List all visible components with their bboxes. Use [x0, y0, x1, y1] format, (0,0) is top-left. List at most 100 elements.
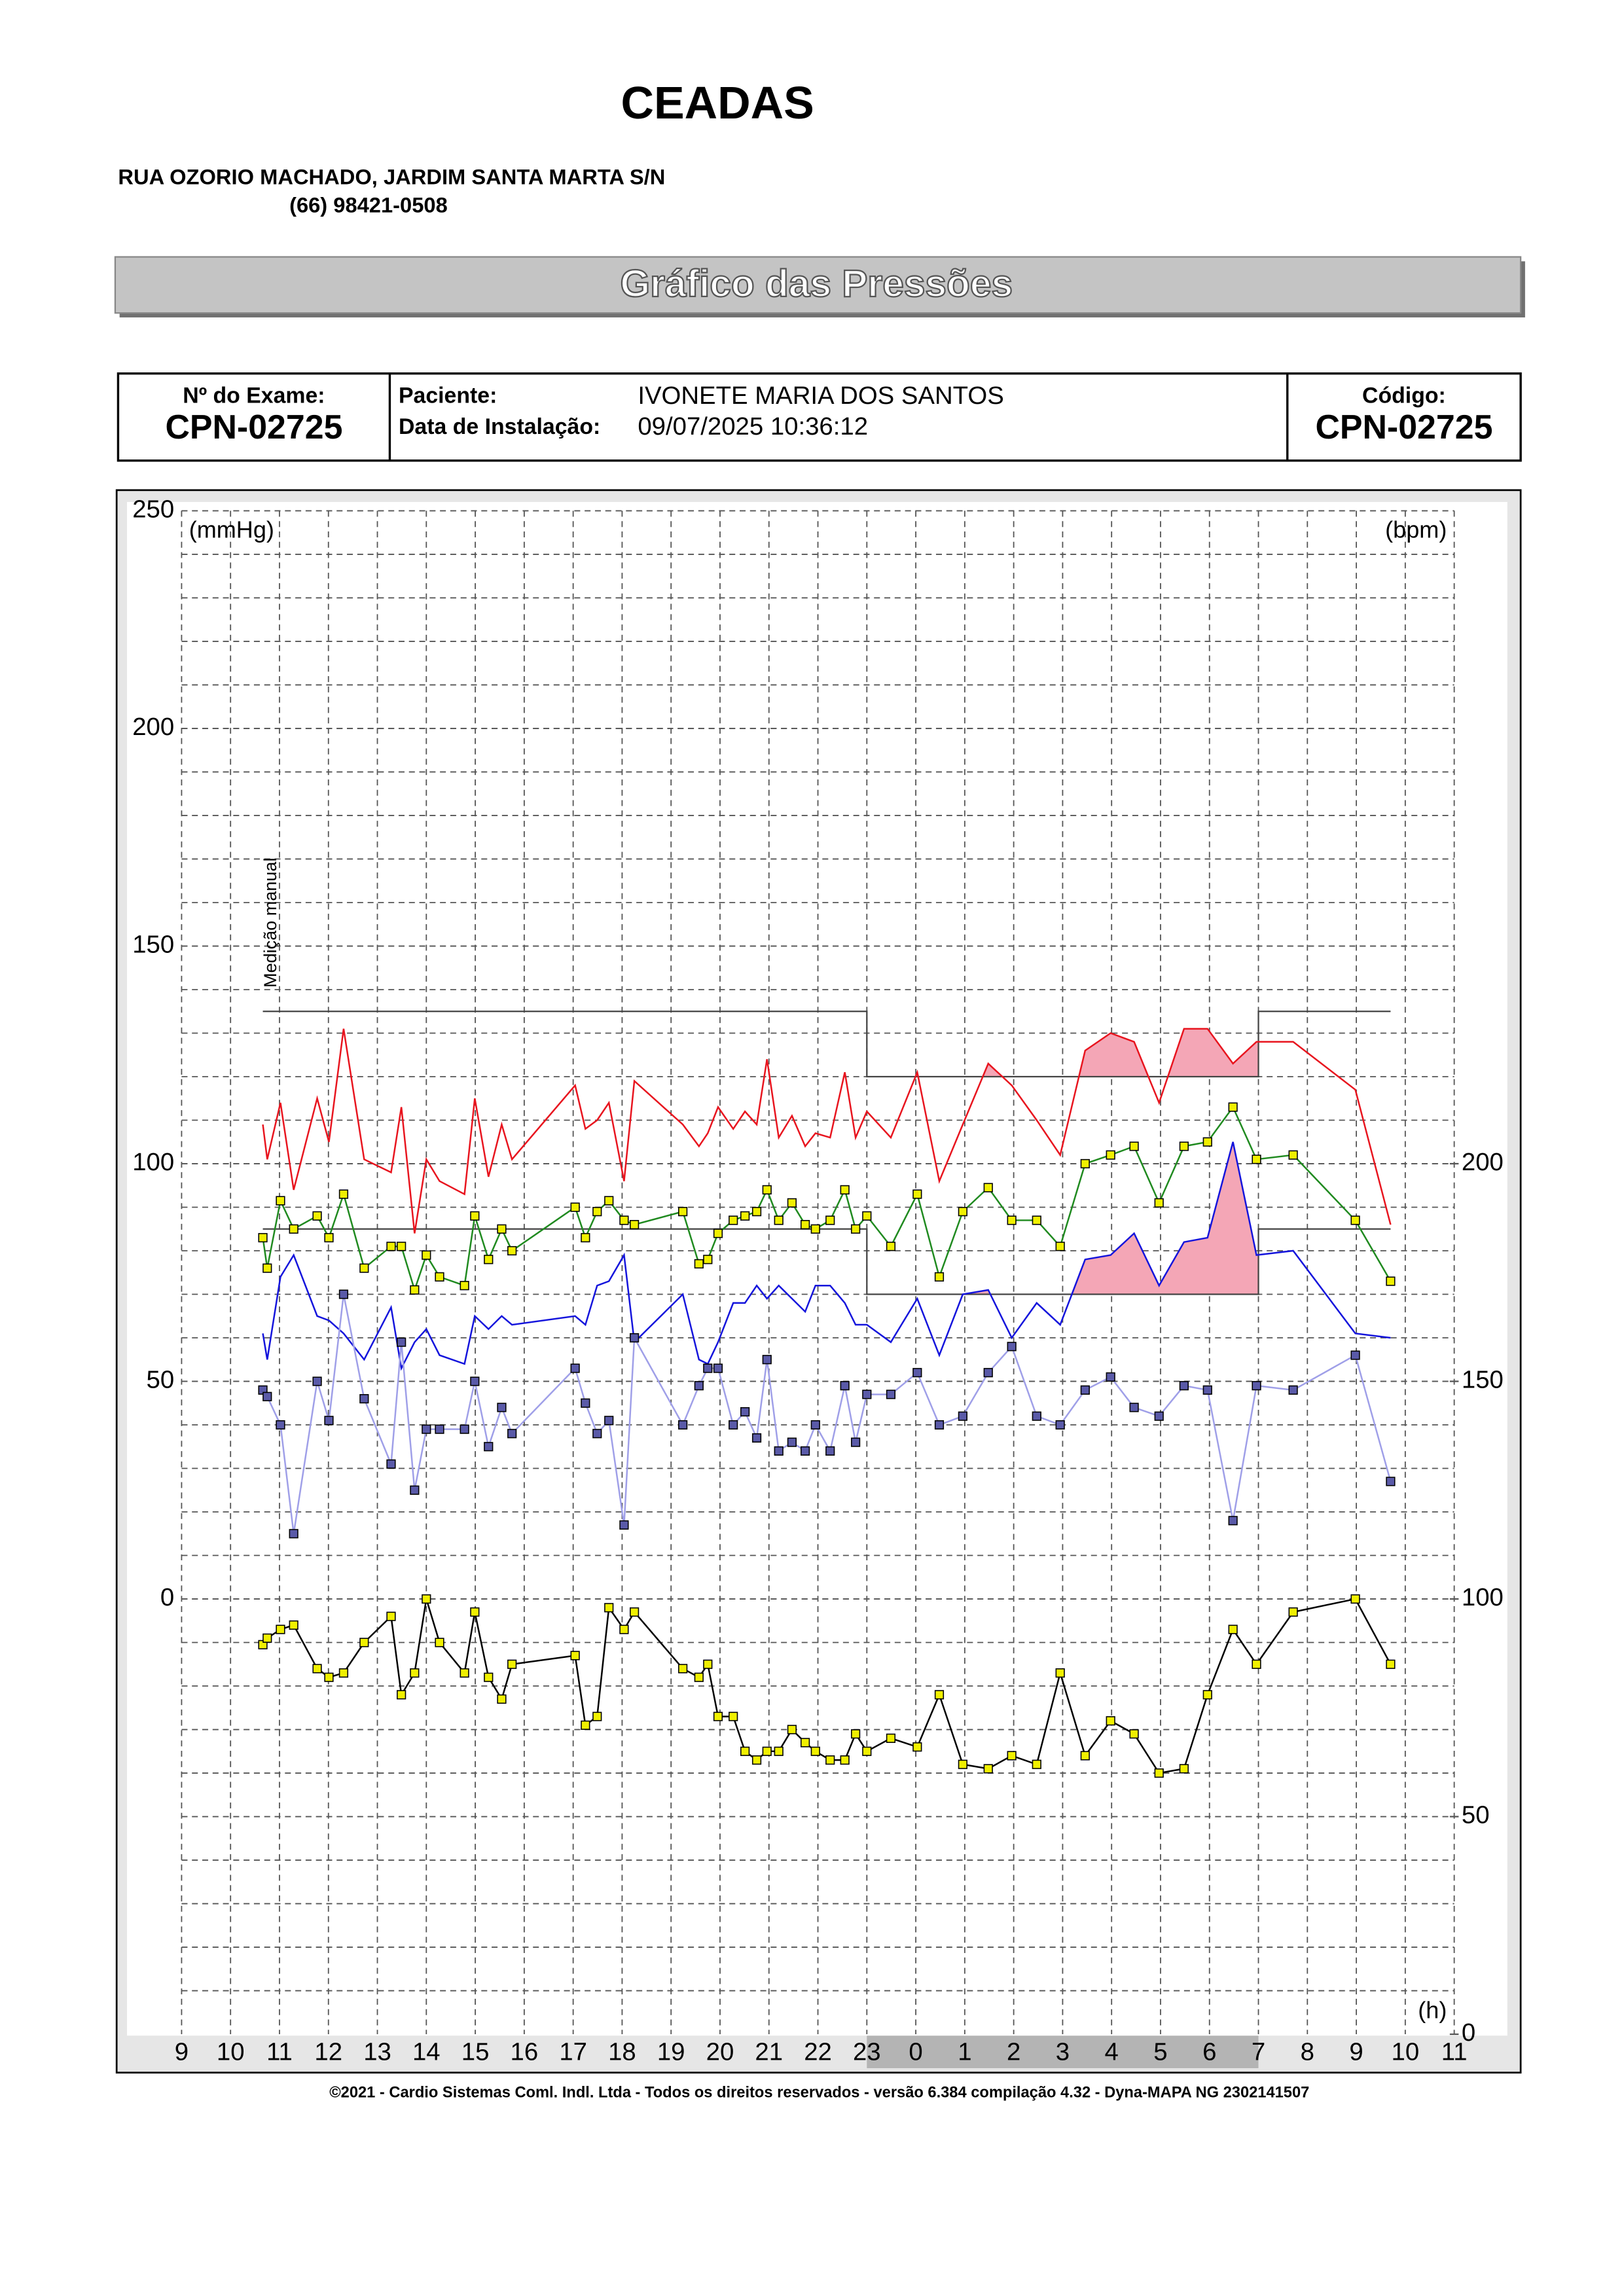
- series-marker: [762, 1185, 772, 1194]
- x-tick-label: 6: [1202, 2038, 1216, 2066]
- x-tick-label: 16: [511, 2038, 539, 2066]
- series-marker: [386, 1459, 396, 1469]
- series-marker: [740, 1746, 750, 1756]
- series-marker: [678, 1420, 688, 1430]
- x-tick-label: 4: [1105, 2038, 1119, 2066]
- series-marker: [740, 1407, 750, 1417]
- series-marker: [312, 1211, 322, 1221]
- x-axis-label: (h): [1418, 1997, 1447, 2024]
- patient-name: IVONETE MARIA DOS SANTOS: [638, 382, 1003, 410]
- series-marker: [713, 1712, 723, 1721]
- x-tick-label: 13: [363, 2038, 391, 2066]
- series-marker: [787, 1725, 797, 1734]
- series-marker: [581, 1720, 590, 1730]
- series-marker: [570, 1202, 580, 1212]
- install-date: 09/07/2025 10:36:12: [638, 412, 868, 440]
- series-marker: [1252, 1155, 1261, 1164]
- y-tick-label: 50: [147, 1366, 175, 1394]
- series-marker: [484, 1672, 494, 1682]
- series-marker: [912, 1189, 922, 1199]
- series-marker: [713, 1363, 723, 1373]
- series-marker: [703, 1363, 713, 1373]
- series-marker: [840, 1755, 850, 1765]
- series-marker: [435, 1272, 444, 1282]
- series-marker: [338, 1289, 349, 1299]
- series-marker: [886, 1733, 896, 1743]
- series-marker: [460, 1424, 469, 1434]
- series-marker: [630, 1333, 640, 1343]
- series-marker: [694, 1381, 704, 1391]
- series-marker: [604, 1416, 614, 1426]
- series-marker: [1386, 1659, 1396, 1669]
- series-marker: [497, 1224, 507, 1234]
- series-marker: [850, 1437, 861, 1447]
- x-tick-label: 9: [175, 2038, 189, 2066]
- series-marker: [762, 1746, 772, 1756]
- y2-tick-label: 200: [1462, 1148, 1504, 1176]
- series-marker: [1007, 1215, 1017, 1225]
- series-marker: [1386, 1276, 1396, 1286]
- series-marker: [581, 1398, 590, 1408]
- series-marker: [1252, 1659, 1261, 1669]
- series-marker: [470, 1211, 480, 1221]
- series-marker: [262, 1633, 272, 1643]
- series-marker: [604, 1196, 614, 1206]
- series-marker: [435, 1638, 444, 1647]
- series-marker: [1350, 1215, 1360, 1225]
- series-marker: [787, 1198, 797, 1208]
- series-marker: [289, 1529, 298, 1539]
- clinic-title: CEADAS: [621, 77, 814, 128]
- series-marker: [470, 1376, 480, 1386]
- x-tick-label: 19: [657, 2038, 685, 2066]
- series-marker: [751, 1207, 762, 1217]
- series-marker: [678, 1664, 688, 1674]
- series-marker: [934, 1420, 945, 1430]
- series-marker: [289, 1224, 298, 1234]
- series-marker: [1032, 1759, 1041, 1769]
- series-marker: [460, 1281, 469, 1291]
- y2-tick-label: 150: [1462, 1366, 1504, 1394]
- series-marker: [694, 1259, 704, 1269]
- series-marker: [324, 1672, 334, 1682]
- y-tick-label: 250: [132, 495, 174, 524]
- series-marker: [484, 1255, 494, 1265]
- y2-tick-label: 0: [1462, 2018, 1475, 2047]
- series-marker: [630, 1219, 640, 1230]
- series-marker: [359, 1394, 369, 1404]
- series-marker: [800, 1738, 810, 1748]
- series-marker: [1106, 1150, 1115, 1160]
- series-marker: [1129, 1403, 1139, 1412]
- y2-tick-label: 50: [1462, 1801, 1490, 1829]
- series-marker: [810, 1420, 820, 1430]
- x-tick-label: 23: [853, 2038, 881, 2066]
- code: CPN-02725: [1315, 408, 1492, 446]
- series-marker: [312, 1376, 322, 1386]
- series-marker: [1228, 1516, 1238, 1526]
- series-marker: [581, 1232, 590, 1243]
- series-marker: [886, 1242, 896, 1251]
- series-marker: [983, 1764, 993, 1774]
- series-marker: [1288, 1150, 1298, 1160]
- series-marker: [507, 1659, 517, 1669]
- series-marker: [840, 1381, 850, 1391]
- exam-label: Nº do Exame:: [183, 384, 325, 408]
- x-label-strip: [126, 2036, 1507, 2068]
- series-marker: [1288, 1385, 1298, 1395]
- series-marker: [359, 1638, 369, 1647]
- series-marker: [386, 1611, 396, 1621]
- annotation: Medição manual: [261, 857, 280, 987]
- patient-label: Paciente:: [399, 384, 497, 408]
- series-line: [262, 1028, 1392, 1234]
- y-axis-label: (mmHg): [189, 516, 274, 543]
- series-marker: [751, 1433, 762, 1443]
- x-tick-label: 3: [1056, 2038, 1070, 2066]
- series-marker: [570, 1363, 580, 1373]
- series-marker: [1252, 1381, 1261, 1391]
- series-marker: [958, 1411, 967, 1421]
- series-marker: [729, 1712, 738, 1721]
- series-marker: [1106, 1372, 1115, 1382]
- series-marker: [410, 1668, 420, 1678]
- series-marker: [410, 1485, 420, 1495]
- series-marker: [729, 1420, 738, 1430]
